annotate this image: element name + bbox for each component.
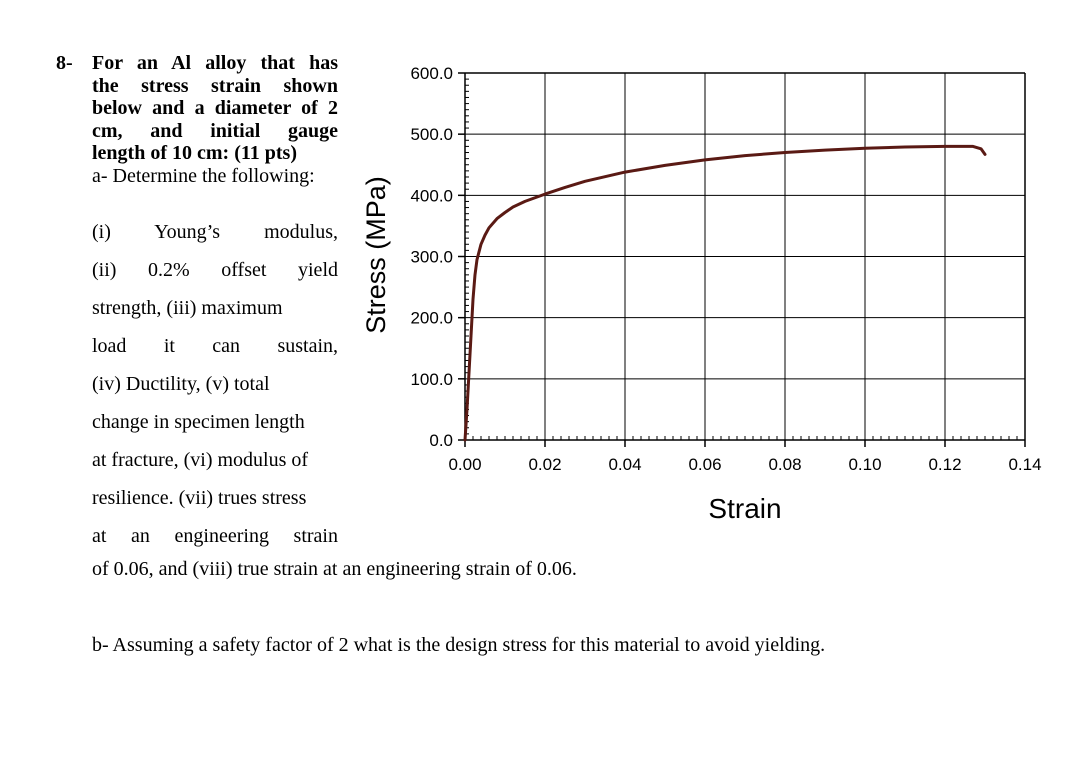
- x-axis-ticks: 0.00 0.02 0.04 0.06 0.08 0.10 0.12 0.14: [448, 440, 1042, 474]
- stress-strain-curve: [463, 144, 987, 442]
- part-a-heading: a- Determine the following:: [92, 164, 315, 187]
- part-b-text: b- Assuming a safety factor of 2 what is…: [92, 634, 826, 656]
- question-line-2: the stress strain shown: [92, 74, 338, 97]
- x-tick-label: 0.06: [688, 455, 721, 474]
- x-axis-label: Strain: [708, 493, 781, 524]
- part-a-last-line: of 0.06, and (viii) true strain at an en…: [92, 558, 577, 580]
- part-a-line-8: resilience. (vii) trues stress: [92, 487, 307, 509]
- x-tick-label: 0.12: [928, 455, 961, 474]
- y-tick-label: 400.0: [410, 186, 453, 205]
- x-tick-label: 0.04: [608, 455, 641, 474]
- part-a-line-3: strength, (iii) maximum: [92, 297, 283, 319]
- question-line-5: length of 10 cm: (11 pts): [92, 142, 297, 164]
- x-tick-label: 0.00: [448, 455, 481, 474]
- y-tick-label: 600.0: [410, 64, 453, 83]
- question-number: 8-: [56, 52, 73, 74]
- question-line-1: For an Al alloy that has: [92, 52, 338, 74]
- chart-minor-ticks: [465, 78, 1018, 440]
- part-a-line-5: (iv) Ductility, (v) total: [92, 373, 270, 395]
- y-tick-label: 100.0: [410, 370, 453, 389]
- y-tick-label: 0.0: [429, 431, 453, 450]
- part-a-line-4: load it can sustain,: [92, 335, 338, 357]
- part-a-line-6: change in specimen length: [92, 411, 305, 433]
- y-tick-label: 500.0: [410, 125, 453, 144]
- part-a-line-7: at fracture, (vi) modulus of: [92, 449, 309, 471]
- question-line-3: below and a diameter of 2: [92, 97, 338, 119]
- chart-grid: [464, 72, 1026, 441]
- x-tick-label: 0.14: [1008, 455, 1041, 474]
- x-tick-label: 0.08: [768, 455, 801, 474]
- question-text: For an Al alloy that has the stress stra…: [92, 52, 338, 187]
- y-axis-ticks: 0.0 100.0 200.0 300.0 400.0 500.0 600.0: [410, 64, 465, 450]
- part-a-line-9: at an engineering strain: [92, 525, 338, 547]
- y-tick-label: 200.0: [410, 309, 453, 328]
- part-a-list: (i) Young’s modulus, (ii) 0.2% offset yi…: [92, 213, 338, 555]
- y-tick-label: 300.0: [410, 248, 453, 267]
- y-axis-label: Stress (MPa): [361, 176, 391, 334]
- question-line-4: cm, and initial gauge: [92, 119, 338, 142]
- part-a-line-2: (ii) 0.2% offset yield: [92, 259, 338, 281]
- x-tick-label: 0.02: [528, 455, 561, 474]
- part-a-line-1: (i) Young’s modulus,: [92, 221, 338, 243]
- x-tick-label: 0.10: [848, 455, 881, 474]
